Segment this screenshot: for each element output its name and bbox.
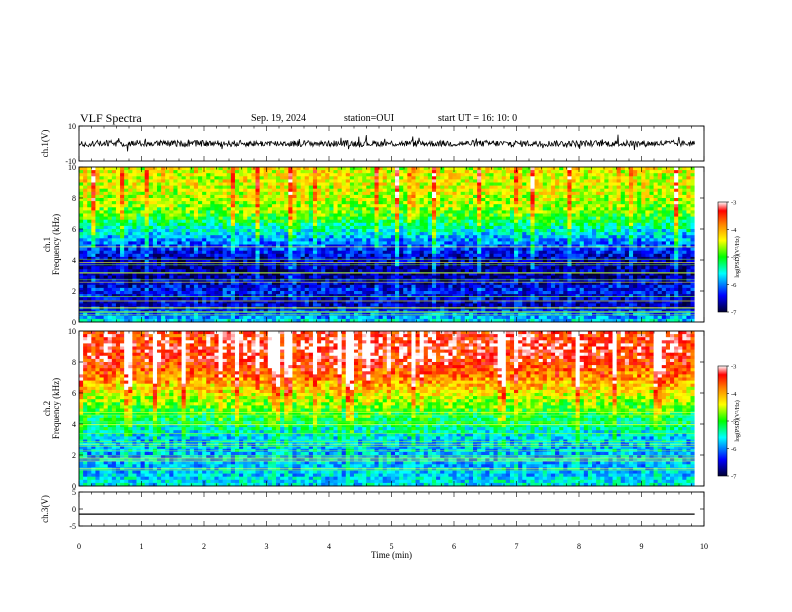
panel-3-blank (694, 331, 704, 486)
x-tick-label: 3 (265, 542, 269, 551)
colorbar-ch.1 (717, 201, 728, 313)
y-tick-label: 4 (72, 256, 76, 265)
y-tick-label: -10 (65, 157, 76, 166)
y-tick-label: 10 (68, 163, 76, 172)
y-axis-label: Frequency (kHz) (51, 378, 61, 439)
colorbar-ch.2 (717, 365, 728, 477)
colorbar-tick-label: -5 (731, 255, 736, 262)
x-tick-label: 4 (327, 542, 331, 551)
x-tick-label: 5 (390, 542, 394, 551)
x-tick-label: 0 (77, 542, 81, 551)
station-label: station=OUI (344, 113, 395, 124)
colorbar-tick-label: -5 (731, 419, 736, 426)
ch1-waveform (78, 134, 695, 152)
x-tick-label: 7 (515, 542, 519, 551)
y-tick-label: 6 (72, 389, 76, 398)
y-tick-label: 0 (72, 318, 76, 327)
date-label: Sep. 19, 2024 (251, 113, 306, 124)
start-time-label: start UT = 16: 10: 0 (438, 113, 518, 124)
x-tick-label: 10 (700, 542, 708, 551)
colorbar-tick-label: -7 (731, 474, 737, 481)
spectrogram-ch.2 (79, 331, 696, 487)
y-tick-label: 2 (72, 287, 76, 296)
colorbar-tick-label: -7 (731, 310, 737, 317)
y-tick-label: 6 (72, 225, 76, 234)
spectrogram-ch.1 (79, 167, 696, 323)
colorbar-tick-label: -3 (731, 200, 736, 207)
colorbar-tick-label: -4 (731, 391, 737, 398)
y-tick-label: 0 (72, 482, 76, 491)
colorbar-tick-label: -6 (731, 282, 737, 289)
y-tick-label: 10 (68, 122, 76, 131)
panel-4-background (79, 492, 704, 526)
x-tick-label: 2 (202, 542, 206, 551)
x-tick-label: 8 (577, 542, 581, 551)
y-tick-label: 4 (72, 420, 76, 429)
y-tick-label: 8 (72, 194, 76, 203)
y-tick-label: -5 (69, 522, 76, 531)
y-axis-label: ch.1(V) (40, 130, 50, 158)
y-tick-label: 0 (72, 505, 76, 514)
y-tick-label: 10 (68, 327, 76, 336)
x-tick-label: 6 (452, 542, 456, 551)
colorbar-tick-label: -6 (731, 446, 737, 453)
colorbar-tick-label: -4 (731, 227, 737, 234)
colorbar-label: log(PSD)(V²/Hz) (734, 236, 741, 277)
y-axis-label: Frequency (kHz) (51, 214, 61, 275)
x-tick-label: 1 (140, 542, 144, 551)
colorbar-label: log(PSD)(V²/Hz) (734, 400, 741, 441)
chart-title: VLF Spectra (80, 111, 142, 125)
panel-2-blank (694, 167, 704, 322)
x-axis-label: Time (min) (371, 550, 412, 560)
colorbar-tick-label: -3 (731, 364, 736, 371)
channel-label: ch.1 (42, 237, 52, 252)
y-axis-label: ch.3(V) (40, 495, 50, 523)
channel-label: ch.2 (42, 401, 52, 416)
y-tick-label: 2 (72, 451, 76, 460)
x-tick-label: 9 (640, 542, 644, 551)
y-tick-label: 5 (72, 488, 76, 497)
y-tick-label: 8 (72, 358, 76, 367)
